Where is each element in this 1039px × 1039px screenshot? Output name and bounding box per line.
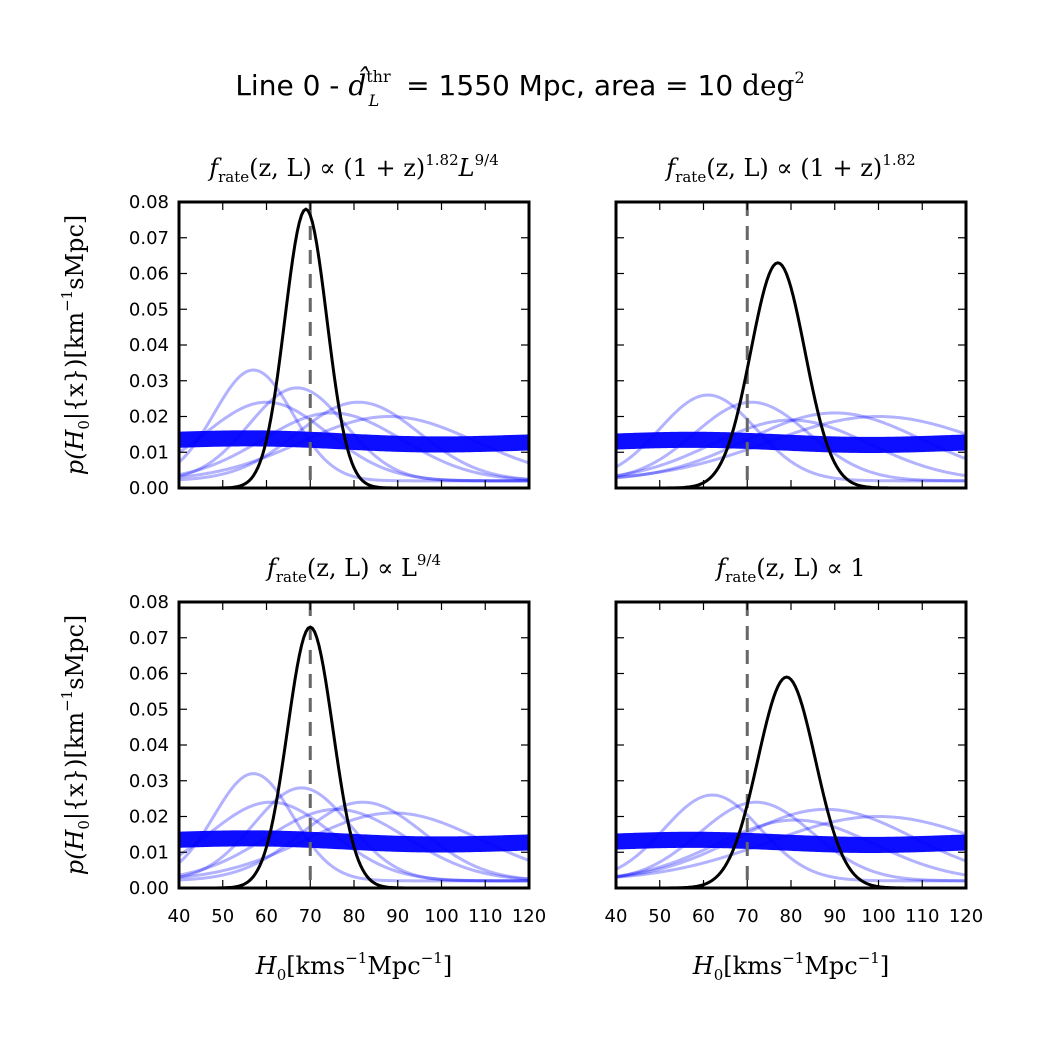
individual-posterior-line-1 [179, 772, 529, 883]
combined-posterior-line [179, 625, 529, 888]
individual-posterior-line-2 [616, 400, 966, 483]
x-tick-label: 80 [780, 906, 803, 927]
individual-posterior-line-2 [179, 386, 529, 483]
individual-posterior-line-3 [616, 807, 966, 879]
individual-posterior-line-6 [179, 411, 529, 482]
individual-posterior-line-3 [616, 411, 966, 480]
individual-posterior-line-4 [616, 814, 966, 879]
subplot-title: frate(z, L) ∝ 1 [714, 554, 865, 586]
figure-title: Line 0 - d̂thr L = 1550 Mpc, area = 10 de… [235, 67, 804, 110]
individual-posterior-line-6 [179, 807, 529, 881]
individual-posterior-line-2 [616, 800, 966, 883]
individual-posterior-line-1 [179, 368, 529, 483]
subplot-top-right: frate(z, L) ∝ (1 + z)1.82 [614, 151, 968, 490]
plot-area [616, 202, 966, 488]
x-tick-label: 90 [386, 906, 409, 927]
x-tick-label: 90 [823, 906, 846, 927]
y-tick-label: 0.00 [129, 878, 169, 899]
individual-posterior-line-3 [179, 800, 529, 882]
x-tick-label: 40 [168, 906, 191, 927]
x-tick-label: 80 [343, 906, 366, 927]
y-tick-label: 0.07 [129, 628, 169, 649]
y-tick-label: 0.01 [129, 842, 169, 863]
x-tick-label: 70 [299, 906, 322, 927]
individual-posterior-line-5 [616, 818, 966, 878]
y-tick-label: 0.05 [129, 699, 169, 720]
y-tick-label: 0.04 [129, 335, 169, 356]
y-tick-label: 0.06 [129, 264, 169, 285]
x-tick-label: 50 [648, 906, 671, 927]
subplot-bottom-left: 40 50 60 70 80 90 100 110 120 0.00 0.01 0.02 0.03 0.0… [58, 551, 546, 984]
y-tick-label: 0.07 [129, 228, 169, 249]
individual-posterior-line-4 [179, 811, 529, 879]
x-tick-label: 100 [861, 906, 895, 927]
individual-posterior-band [616, 831, 966, 853]
individual-posterior-line-1 [616, 393, 966, 483]
x-tick-label: 110 [468, 906, 502, 927]
individual-posterior-line-3 [179, 400, 529, 482]
y-tick-label: 0.08 [129, 592, 169, 613]
individual-posterior-line-4 [179, 414, 529, 479]
y-tick-label: 0.02 [129, 407, 169, 428]
y-tick-label: 0.05 [129, 299, 169, 320]
y-tick-label: 0.02 [129, 807, 169, 828]
x-tick-label: 120 [949, 906, 983, 927]
individual-posterior-line-5 [616, 418, 966, 478]
subplot-bottom-right: 40 50 60 70 80 90 100 110 120 frate(z, L) ∝ 1 H0[k… [605, 554, 984, 984]
plot-area [179, 602, 529, 888]
x-axis-label: H0[kms−1Mpc−1] [692, 949, 889, 984]
subplot-title: frate(z, L) ∝ (1 + z)1.82 [664, 151, 915, 186]
y-tick-label: 0.06 [129, 664, 169, 685]
individual-posterior-band [616, 431, 966, 453]
x-tick-label: 60 [255, 906, 278, 927]
x-tick-label: 70 [736, 906, 759, 927]
y-tick-label: 0.01 [129, 442, 169, 463]
y-axis-label: p(H0|{x})[km−1sMpc] [58, 215, 93, 476]
x-tick-label: 110 [905, 906, 939, 927]
x-tick-label: 100 [424, 906, 458, 927]
y-axis-label: p(H0|{x})[km−1sMpc] [58, 615, 93, 876]
individual-posterior-line-1 [616, 793, 966, 883]
subplot-title: frate(z, L) ∝ L9/4 [265, 551, 441, 586]
y-tick-label: 0.03 [129, 771, 169, 792]
individual-posterior-line-5 [179, 400, 529, 483]
y-tick-label: 0.00 [129, 478, 169, 499]
x-tick-label: 60 [692, 906, 715, 927]
y-tick-label: 0.08 [129, 192, 169, 213]
y-tick-label: 0.04 [129, 735, 169, 756]
individual-posterior-line-2 [179, 786, 529, 883]
x-tick-label: 120 [512, 906, 546, 927]
plot-area [616, 602, 966, 888]
x-axis-label: H0[kms−1Mpc−1] [255, 949, 452, 984]
y-tick-label: 0.03 [129, 371, 169, 392]
individual-posterior-line-4 [616, 414, 966, 479]
x-tick-label: 50 [211, 906, 234, 927]
subplot-top-left: 0.000.010.020.030.040.050.060.070.08frat… [58, 151, 531, 499]
x-tick-label: 40 [605, 906, 628, 927]
